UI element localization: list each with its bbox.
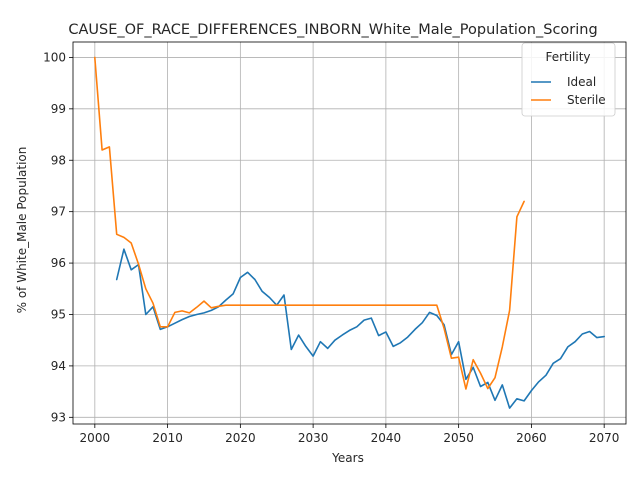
series-line-ideal [115, 248, 606, 409]
x-tick-label: 2060 [516, 431, 547, 445]
legend-box [521, 42, 616, 117]
x-tick-label: 2030 [298, 431, 329, 445]
grid-lines [73, 42, 626, 424]
series-line-sterile [94, 56, 525, 390]
plot-frame [72, 41, 627, 425]
legend-label-sterile: Sterile [567, 93, 606, 107]
y-axis-label: % of White_Male Population [15, 147, 29, 314]
x-tick-label: 2010 [152, 431, 183, 445]
x-axis-label: Years [331, 451, 364, 465]
series-lines [94, 56, 606, 409]
y-tick-label: 94 [51, 359, 66, 373]
y-tick-label: 100 [43, 50, 66, 64]
y-tick-label: 95 [51, 307, 66, 321]
y-tick-label: 97 [51, 205, 66, 219]
legend-label-ideal: Ideal [567, 75, 596, 89]
legend-title: Fertility [545, 50, 590, 64]
legend: Fertility Ideal Sterile [521, 42, 616, 117]
x-axis-ticks: 2000 2010 2020 2030 2040 2050 2060 2070 [80, 424, 620, 445]
y-tick-label: 93 [51, 410, 66, 424]
y-tick-label: 98 [51, 153, 66, 167]
x-tick-label: 2040 [371, 431, 402, 445]
x-tick-label: 2020 [225, 431, 256, 445]
x-tick-label: 2000 [80, 431, 111, 445]
x-tick-label: 2070 [589, 431, 620, 445]
chart-title: CAUSE_OF_RACE_DIFFERENCES_INBORN_White_M… [68, 22, 597, 38]
y-axis-ticks: 93 94 95 96 97 98 99 100 [43, 50, 73, 424]
y-tick-label: 96 [51, 256, 66, 270]
y-tick-label: 99 [51, 102, 66, 116]
x-tick-label: 2050 [443, 431, 474, 445]
